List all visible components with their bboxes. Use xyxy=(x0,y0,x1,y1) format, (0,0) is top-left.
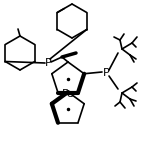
Text: P: P xyxy=(103,68,109,78)
Text: P: P xyxy=(45,58,51,68)
Text: Fe: Fe xyxy=(62,89,74,99)
